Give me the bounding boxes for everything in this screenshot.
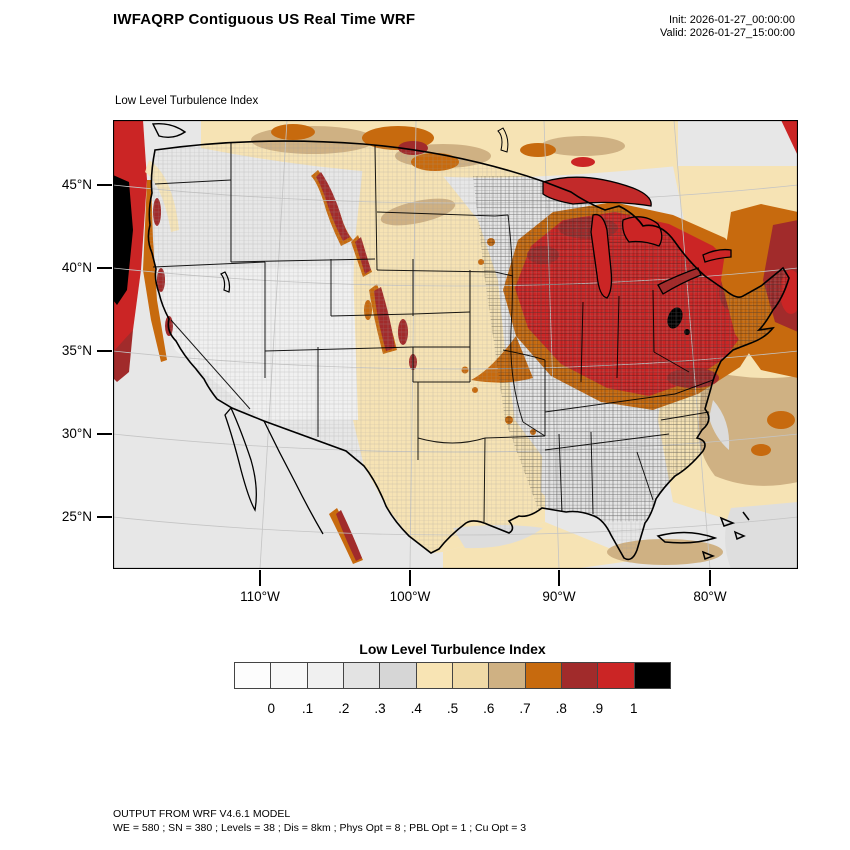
colorbar-swatch xyxy=(525,663,562,688)
init-time-label: Init: 2026-01-27_00:00:00 xyxy=(669,14,795,26)
colorbar-tick-label: .6 xyxy=(483,701,495,716)
map-frame-border xyxy=(113,120,798,569)
colorbar-title: Low Level Turbulence Index xyxy=(359,641,546,657)
lon-tick-label: 100°W xyxy=(389,589,431,604)
lat-tick-label: 35°N xyxy=(61,343,92,358)
colorbar-swatch xyxy=(235,663,272,688)
lon-tick-label: 110°W xyxy=(240,589,280,604)
lat-tick-label: 30°N xyxy=(61,426,92,441)
colorbar-swatch xyxy=(307,663,344,688)
colorbar-swatch xyxy=(380,663,417,688)
colorbar-swatch xyxy=(343,663,381,688)
colorbar-swatch xyxy=(634,663,670,688)
colorbar-tick-label: .5 xyxy=(446,701,459,716)
us-map-svg xyxy=(113,120,798,569)
lon-tick-label: 80°W xyxy=(693,589,727,604)
field-label: Low Level Turbulence Index xyxy=(115,95,259,107)
colorbar-tick-label: .2 xyxy=(338,701,350,716)
colorbar-swatch xyxy=(416,663,453,688)
colorbar xyxy=(234,662,671,689)
lat-tick-label: 45°N xyxy=(61,177,92,192)
lat-tick-label: 40°N xyxy=(61,260,92,275)
colorbar-tick-label: 1 xyxy=(629,701,638,716)
lon-tick-mark xyxy=(558,570,560,586)
colorbar-labels: 0 .1 .2 .3 .4 .5 .6 .7 .8 .9 1 xyxy=(0,701,850,719)
coastline xyxy=(147,122,790,561)
great-lakes xyxy=(497,127,732,299)
colorbar-swatch xyxy=(452,663,490,688)
footer-model-line: OUTPUT FROM WRF V4.6.1 MODEL xyxy=(113,808,291,820)
colorbar-tick-label: .4 xyxy=(410,701,422,716)
colorbar-tick-label: .7 xyxy=(519,701,531,716)
colorbar-tick-label: .1 xyxy=(301,701,314,716)
colorbar-swatch xyxy=(271,663,308,688)
lon-tick-label: 90°W xyxy=(542,589,576,604)
map-canvas xyxy=(113,120,798,569)
colorbar-tick-label: .9 xyxy=(591,701,604,716)
lon-tick-mark xyxy=(409,570,411,586)
colorbar-tick-label: .3 xyxy=(374,701,386,716)
colorbar-swatch xyxy=(561,663,599,688)
lat-tick-mark xyxy=(97,350,112,352)
colorbar-swatch xyxy=(598,663,635,688)
run-info: Init: 2026-01-27_00:00:00 Valid: 2026-01… xyxy=(660,14,795,39)
lat-tick-mark xyxy=(97,184,112,186)
state-borders xyxy=(152,142,714,523)
lat-tick-mark xyxy=(97,516,112,518)
lat-tick-mark xyxy=(97,267,112,269)
colorbar-tick-label: 0 xyxy=(267,701,275,716)
footer-config-line: WE = 580 ; SN = 380 ; Levels = 38 ; Dis … xyxy=(113,822,527,834)
lat-tick-label: 25°N xyxy=(61,509,92,524)
lon-tick-mark xyxy=(709,570,711,586)
lat-tick-mark xyxy=(97,433,112,435)
colorbar-swatch xyxy=(489,663,526,688)
lon-tick-mark xyxy=(259,570,261,586)
page-title: IWFAQRP Contiguous US Real Time WRF xyxy=(113,11,416,28)
colorbar-tick-label: .8 xyxy=(555,701,567,716)
valid-time-label: Valid: 2026-01-27_15:00:00 xyxy=(660,26,795,39)
